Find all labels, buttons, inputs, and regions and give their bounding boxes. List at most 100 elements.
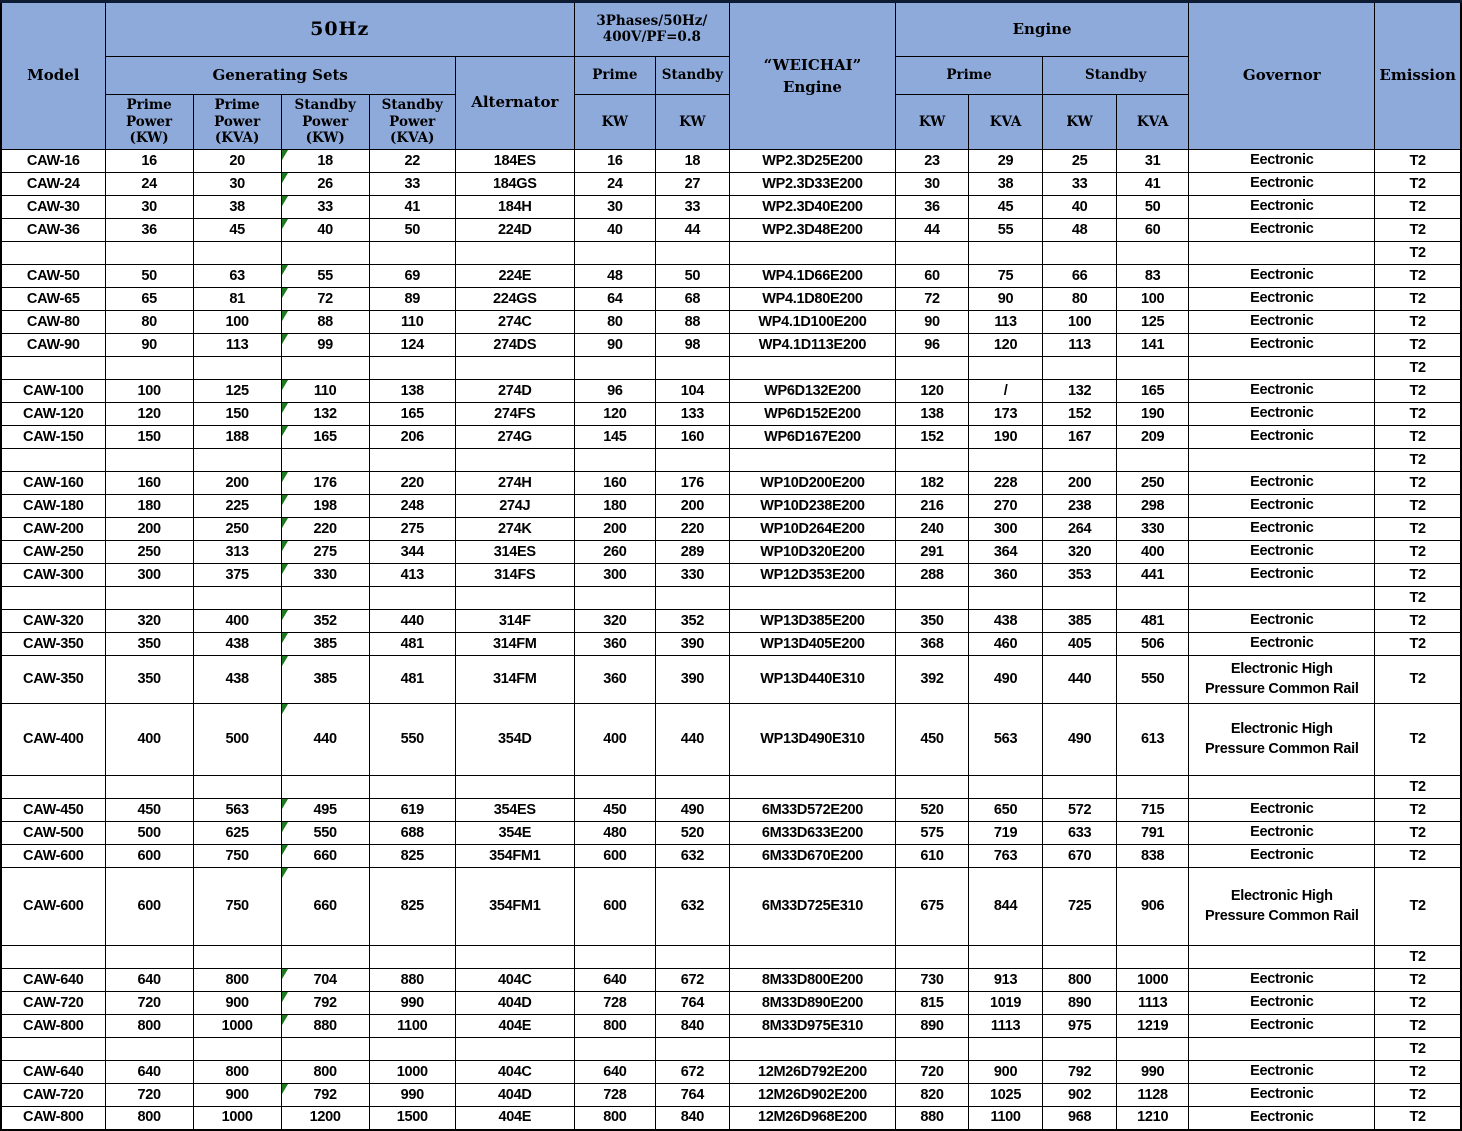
table-body: CAW-16 16 20 18 22 184ES 16 18 WP2.3D25E200 23 29 2…	[0, 149, 1462, 1130]
cell-emission: T2	[1374, 241, 1462, 265]
cell-ph-prime-kw: 145	[573, 425, 656, 449]
cell-eng-prime-kva	[968, 586, 1044, 610]
cell-prime-kw: 80	[104, 310, 194, 334]
cell-standby-kw	[280, 1037, 370, 1061]
cell-prime-kva	[192, 586, 282, 610]
cell-model: CAW-36	[0, 218, 106, 242]
cell-prime-kva: 81	[192, 287, 282, 311]
cell-model: CAW-160	[0, 471, 106, 495]
cell-standby-kva: 481	[368, 655, 456, 704]
cell-emission: T2	[1374, 775, 1462, 799]
cell-prime-kw: 600	[104, 844, 194, 868]
cell-engine: 6M33D633E200	[728, 821, 897, 845]
cell-emission: T2	[1374, 586, 1462, 610]
header-engine-prime: Prime	[894, 56, 1044, 95]
cell-emission: T2	[1374, 867, 1462, 946]
cell-eng-prime-kw	[894, 356, 970, 380]
cell-standby-kw: 792	[280, 1083, 370, 1107]
cell-engine: WP13D490E310	[728, 703, 897, 776]
cell-alternator	[454, 448, 575, 472]
cell-eng-standby-kw	[1042, 1037, 1118, 1061]
cell-prime-kw	[104, 1037, 194, 1061]
cell-standby-kva: 440	[368, 609, 456, 633]
cell-model: CAW-50	[0, 264, 106, 288]
header-engine-standby: Standby	[1042, 56, 1190, 95]
table-row: CAW-24 24 30 26 33 184GS 24 27 WP2.3D33E200 30 38 3…	[0, 172, 1462, 196]
cell-eng-prime-kw	[894, 1037, 970, 1061]
cell-standby-kw: 198	[280, 494, 370, 518]
cell-emission: T2	[1374, 425, 1462, 449]
cell-eng-prime-kva: 75	[968, 264, 1044, 288]
cell-model: CAW-180	[0, 494, 106, 518]
cell-eng-standby-kva: 50	[1116, 195, 1190, 219]
cell-governor: Eectronic	[1188, 609, 1376, 633]
cell-eng-standby-kw: 264	[1042, 517, 1118, 541]
cell-eng-standby-kw: 968	[1042, 1106, 1118, 1130]
cell-prime-kw: 320	[104, 609, 194, 633]
cell-eng-prime-kva: 719	[968, 821, 1044, 845]
table-row: CAW-320 320 400 352 440 314F 320 352 WP13D385E20…	[0, 609, 1462, 633]
header-generating-sets: Generating Sets	[104, 56, 456, 95]
header-phases-prime-kw: KW	[573, 94, 656, 150]
cell-engine: 12M26D792E200	[728, 1060, 897, 1084]
cell-eng-prime-kw: 368	[894, 632, 970, 656]
cell-alternator	[454, 241, 575, 265]
table-row: CAW-800 800 1000 1200 1500 404E 800 840 12M26D96…	[0, 1106, 1462, 1130]
cell-emission: T2	[1374, 333, 1462, 357]
cell-engine: 8M33D975E310	[728, 1014, 897, 1038]
cell-eng-standby-kw: 385	[1042, 609, 1118, 633]
table-row: CAW-450 450 563 495 619 354ES 450 490 6M33D572E2…	[0, 798, 1462, 822]
cell-prime-kva: 30	[192, 172, 282, 196]
cell-eng-standby-kw: 725	[1042, 867, 1118, 946]
cell-governor: Eectronic	[1188, 264, 1376, 288]
cell-ph-prime-kw: 800	[573, 1014, 656, 1038]
cell-ph-prime-kw: 120	[573, 402, 656, 426]
cell-emission: T2	[1374, 218, 1462, 242]
cell-eng-standby-kw: 25	[1042, 149, 1118, 173]
header-engine-prime-kw: KW	[894, 94, 970, 150]
cell-eng-prime-kva: 190	[968, 425, 1044, 449]
cell-governor: Eectronic	[1188, 172, 1376, 196]
header-alternator: Alternator	[454, 56, 575, 150]
cell-eng-standby-kw: 167	[1042, 425, 1118, 449]
cell-eng-prime-kw	[894, 241, 970, 265]
cell-standby-kva: 41	[368, 195, 456, 219]
cell-standby-kw: 385	[280, 655, 370, 704]
cell-ph-standby-kw: 220	[654, 517, 730, 541]
cell-emission: T2	[1374, 703, 1462, 776]
cell-eng-standby-kva	[1116, 775, 1190, 799]
cell-eng-standby-kw: 800	[1042, 968, 1118, 992]
cell-ph-prime-kw: 24	[573, 172, 656, 196]
cell-alternator: 404C	[454, 1060, 575, 1084]
cell-standby-kw: 880	[280, 1014, 370, 1038]
cell-prime-kw: 200	[104, 517, 194, 541]
cell-eng-prime-kva: 1113	[968, 1014, 1044, 1038]
cell-ph-standby-kw: 160	[654, 425, 730, 449]
cell-prime-kw: 30	[104, 195, 194, 219]
cell-ph-standby-kw: 330	[654, 563, 730, 587]
table-row: CAW-350 350 438 385 481 314FM 360 390 WP13D440E3…	[0, 655, 1462, 704]
cell-ph-standby-kw: 390	[654, 655, 730, 704]
cell-governor: Eectronic	[1188, 991, 1376, 1015]
cell-ph-standby-kw: 390	[654, 632, 730, 656]
cell-prime-kw: 800	[104, 1106, 194, 1130]
cell-ph-standby-kw: 68	[654, 287, 730, 311]
cell-ph-prime-kw: 360	[573, 655, 656, 704]
cell-governor: Eectronic	[1188, 333, 1376, 357]
cell-prime-kva: 200	[192, 471, 282, 495]
cell-standby-kva: 275	[368, 517, 456, 541]
cell-model	[0, 775, 106, 799]
cell-ph-standby-kw: 632	[654, 844, 730, 868]
table-row: CAW-200 200 250 220 275 274K 200 220 WP10D264E20…	[0, 517, 1462, 541]
cell-eng-prime-kva: 490	[968, 655, 1044, 704]
cell-eng-standby-kva: 125	[1116, 310, 1190, 334]
cell-prime-kva: 188	[192, 425, 282, 449]
cell-standby-kw: 440	[280, 703, 370, 776]
table-row: CAW-30 30 38 33 41 184H 30 33 WP2.3D40E200 36 45 40…	[0, 195, 1462, 219]
cell-standby-kva: 124	[368, 333, 456, 357]
cell-eng-standby-kva	[1116, 945, 1190, 969]
cell-eng-standby-kva: 838	[1116, 844, 1190, 868]
cell-prime-kva: 63	[192, 264, 282, 288]
cell-eng-standby-kva: 400	[1116, 540, 1190, 564]
header-governor: Governor	[1188, 1, 1376, 150]
